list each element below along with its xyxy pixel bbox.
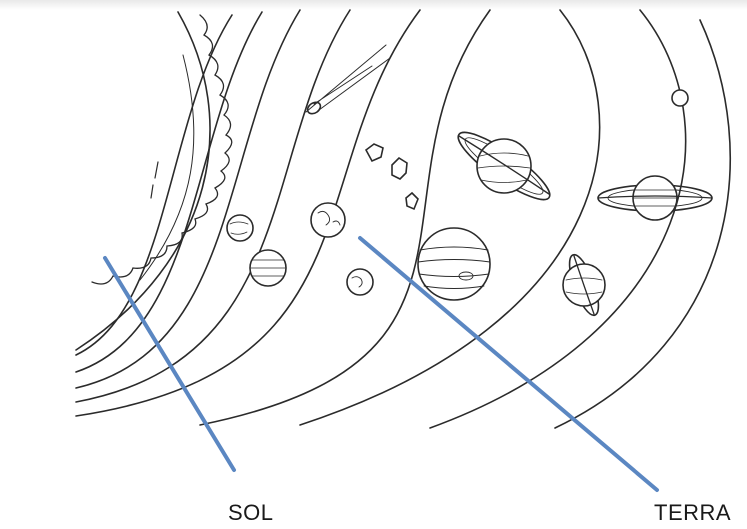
sun-inner-arc xyxy=(139,54,195,281)
planet-earth xyxy=(310,202,346,238)
comet-tail xyxy=(305,44,391,113)
sun-edge xyxy=(75,11,211,351)
top-shadow xyxy=(0,0,747,10)
planet-jupiter xyxy=(417,227,491,301)
comet-head xyxy=(306,101,322,115)
sun-mark xyxy=(150,184,154,199)
terra-pointer-line xyxy=(358,236,659,492)
orbit-3 xyxy=(75,9,301,389)
planet-mars xyxy=(346,268,374,296)
planet-pluto xyxy=(671,89,689,107)
asteroid xyxy=(391,156,408,180)
orbit-4 xyxy=(75,9,351,403)
asteroid xyxy=(405,191,419,211)
sol-pointer-line xyxy=(103,256,236,472)
orbit-6 xyxy=(199,9,491,426)
orbit-2 xyxy=(75,11,263,373)
orbit-9 xyxy=(554,19,731,429)
orbit-1 xyxy=(75,14,233,356)
asteroid xyxy=(364,143,384,163)
label-sol: SOL xyxy=(228,500,274,525)
sun-corona xyxy=(91,14,233,285)
orbit-7 xyxy=(299,9,601,426)
orbit-5 xyxy=(75,9,421,417)
label-terra: TERRA xyxy=(654,500,732,525)
planet-mercury xyxy=(226,214,254,242)
sun-mark xyxy=(154,161,159,179)
